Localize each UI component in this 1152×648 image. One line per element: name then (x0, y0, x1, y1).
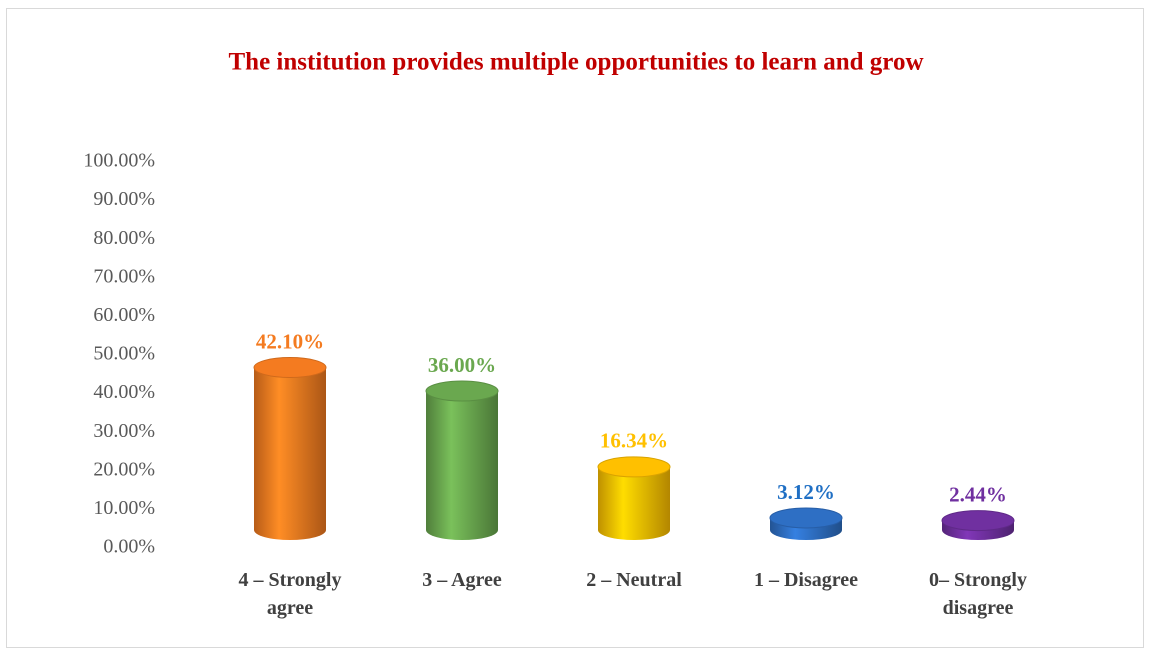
y-tick-label: 40.00% (93, 381, 155, 403)
y-tick-label: 0.00% (103, 536, 155, 558)
y-tick-label: 30.00% (93, 420, 155, 442)
value-label: 42.10% (256, 329, 324, 353)
x-tick-label: 4 – Strongly agree (238, 569, 342, 619)
bar (254, 367, 326, 540)
y-tick-label: 50.00% (93, 343, 155, 365)
bar-top (253, 356, 327, 378)
y-tick-label: 80.00% (93, 227, 155, 249)
y-tick-label: 10.00% (93, 497, 155, 519)
chart-title: The institution provides multiple opport… (229, 49, 924, 76)
bar-top (769, 507, 843, 529)
value-label: 36.00% (428, 353, 496, 377)
bar (426, 391, 498, 540)
bar (598, 466, 670, 540)
y-tick-label: 60.00% (93, 304, 155, 326)
bar-top (425, 380, 499, 402)
bar-top (941, 510, 1015, 532)
x-tick-label: 3 – Agree (422, 569, 502, 591)
y-tick-label: 90.00% (93, 188, 155, 210)
value-label: 3.12% (777, 480, 835, 504)
x-tick-label: 2 – Neutral (586, 569, 682, 591)
x-tick-label: 0– Strongly disagree (929, 569, 1027, 619)
value-label: 16.34% (600, 429, 668, 453)
y-tick-label: 20.00% (93, 458, 155, 480)
x-tick-label: 1 – Disagree (753, 569, 859, 591)
value-label: 2.44% (949, 482, 1007, 506)
y-tick-label: 70.00% (93, 265, 155, 287)
bar-top (597, 456, 671, 478)
y-tick-label: 100.00% (83, 150, 155, 172)
